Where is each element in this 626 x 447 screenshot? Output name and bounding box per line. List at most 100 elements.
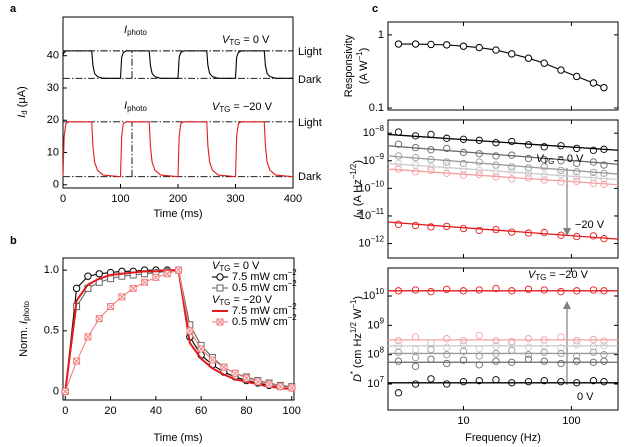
text-part: 10 xyxy=(367,378,379,390)
series-line xyxy=(62,121,294,178)
data-point xyxy=(276,383,284,391)
text-part: −2 xyxy=(288,268,297,277)
data-point xyxy=(524,335,533,343)
text-part: N xyxy=(356,209,365,215)
fit-line xyxy=(387,168,619,186)
y-tick-label: 108 xyxy=(367,346,384,361)
data-point xyxy=(600,357,608,365)
data-point xyxy=(411,353,420,362)
text-part: Responsivity xyxy=(343,34,355,97)
y-tick-label: 40 xyxy=(47,50,59,62)
series-line xyxy=(62,50,293,79)
data-point xyxy=(557,288,565,296)
y-tick-label: 0 xyxy=(53,385,59,397)
data-point xyxy=(459,356,468,364)
data-point xyxy=(573,144,581,153)
text-part: photo xyxy=(22,300,31,320)
text-part: 1/2 xyxy=(349,322,358,333)
data-point xyxy=(475,158,483,166)
annotation: Light xyxy=(298,117,322,129)
data-point xyxy=(411,362,420,370)
data-point xyxy=(197,345,205,353)
x-tick-label: 0 xyxy=(62,405,68,417)
data-point xyxy=(508,50,516,58)
data-point xyxy=(411,345,420,354)
text-part: −8 xyxy=(375,124,385,133)
text-part: I xyxy=(124,100,127,112)
data-point xyxy=(475,43,483,52)
annotation: VTG = 0 V xyxy=(536,153,584,166)
fit-line xyxy=(387,221,619,240)
data-point xyxy=(459,378,468,386)
text-part: ) xyxy=(358,48,370,52)
text-part: 7.5 mW cm xyxy=(232,271,288,283)
text-part: * xyxy=(349,371,358,374)
data-point xyxy=(72,284,81,293)
text-part: (μA) xyxy=(16,86,28,110)
data-point xyxy=(242,374,250,382)
x-tick-label: 10 xyxy=(457,415,469,427)
data-point xyxy=(557,378,565,386)
text-part: (cm Hz xyxy=(352,333,364,371)
data-point xyxy=(524,154,533,163)
plot-frame xyxy=(387,21,619,111)
annotation: Iphoto xyxy=(124,24,147,37)
data-point xyxy=(73,357,81,365)
data-point xyxy=(475,331,483,340)
text-part: −10 xyxy=(371,179,385,188)
y-axis-label: D* (cm Hz1/2 W−1) xyxy=(349,296,364,382)
text-part: = 0 V xyxy=(240,34,270,46)
x-tick-label: 40 xyxy=(150,405,162,417)
plot-frame xyxy=(387,267,619,411)
data-point xyxy=(95,270,103,278)
data-point xyxy=(589,232,598,240)
data-point xyxy=(557,170,565,179)
data-point xyxy=(427,288,435,296)
text-part: TG xyxy=(229,38,240,47)
y-axis-label: IN (A Hz−1/2) xyxy=(349,160,365,218)
data-point xyxy=(524,351,533,359)
data-point xyxy=(175,266,182,274)
text-part: 7.5 mW cm xyxy=(232,305,288,317)
text-part: (A Hz xyxy=(352,179,364,209)
x-tick-label: 20 xyxy=(104,405,116,417)
data-point xyxy=(492,337,500,345)
text-part: 10 xyxy=(363,127,375,139)
data-point xyxy=(459,224,468,233)
data-point xyxy=(492,46,500,54)
text-part: = 0 V xyxy=(554,153,584,165)
text-part: = −20 V xyxy=(546,269,588,281)
legend-marker xyxy=(216,284,224,292)
data-point xyxy=(163,270,171,278)
plot-frame xyxy=(387,119,619,259)
x-axis-label: Time (ms) xyxy=(153,208,202,220)
y-tick-label: 10 xyxy=(47,146,59,158)
data-point xyxy=(540,348,548,356)
x-tick-label: 60 xyxy=(195,405,207,417)
data-point xyxy=(524,355,533,363)
text-part: Light xyxy=(298,46,322,58)
panel-letter: b xyxy=(10,235,17,247)
annotation: Iphoto xyxy=(124,100,147,113)
text-part: I xyxy=(352,215,364,218)
data-point xyxy=(508,337,516,346)
x-tick-label: 0 xyxy=(60,193,66,205)
y-tick-label: 10−12 xyxy=(358,235,384,250)
annotation: VTG = −20 V xyxy=(528,269,589,282)
text-part: −2 xyxy=(288,279,297,288)
data-point xyxy=(540,143,548,151)
text-part: d xyxy=(20,110,29,114)
plot-frame xyxy=(62,257,295,401)
data-point xyxy=(394,357,403,365)
data-point xyxy=(411,40,420,48)
y-tick-label: 0 xyxy=(53,179,59,191)
data-point xyxy=(443,343,451,351)
text-part: −1 xyxy=(349,299,358,309)
text-part: Dark xyxy=(298,74,322,86)
text-part: V xyxy=(536,153,545,165)
data-point xyxy=(492,139,500,147)
data-point xyxy=(394,128,403,136)
text-part: TG xyxy=(219,298,230,307)
data-point xyxy=(557,178,565,186)
text-part: −2 xyxy=(288,313,297,322)
